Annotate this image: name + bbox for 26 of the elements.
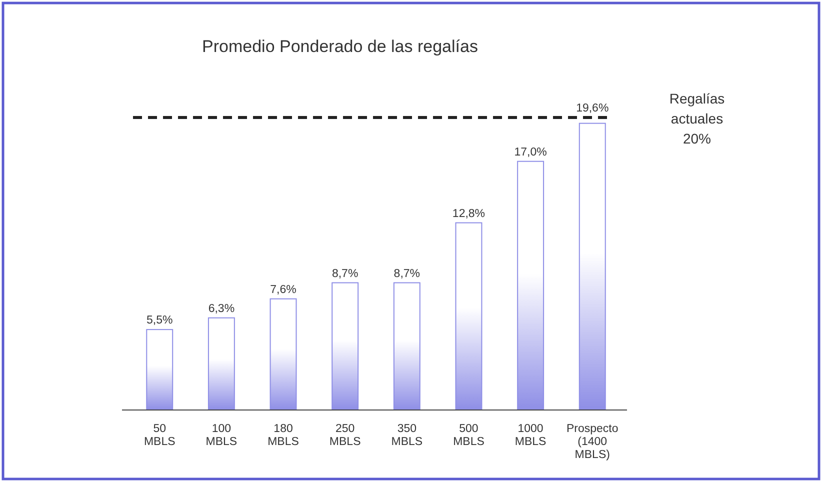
data-label: 6,3% (208, 302, 235, 315)
ref-line-label: Regalías actuales 20% (669, 90, 725, 146)
x-tick-label: 50 MBLS (144, 423, 176, 448)
x-tick-label: 250 MBLS (329, 423, 362, 448)
data-label: 17,0% (514, 146, 547, 158)
bar (578, 122, 606, 410)
data-label: 7,6% (270, 284, 296, 296)
bar (455, 222, 482, 410)
bar (270, 298, 297, 410)
x-tick-label: 350 MBLS (391, 423, 423, 448)
x-tick-label: 1000 MBLS (514, 423, 547, 448)
bar (146, 329, 174, 410)
bar (332, 282, 359, 410)
data-label: 8,7% (332, 268, 358, 280)
x-tick-label: 500 MBLS (453, 423, 485, 448)
x-tick-label: 100 MBLS (206, 423, 238, 448)
data-label: 19,6% (576, 102, 609, 114)
bar (393, 282, 420, 410)
data-label: 12,8% (452, 208, 486, 220)
bar (208, 317, 235, 410)
chart-title: Promedio Ponderado de las regalías (202, 37, 478, 56)
x-tick-label: Prospecto (1400 MBLS) (566, 423, 618, 461)
bar (517, 160, 544, 410)
data-label: 8,7% (394, 268, 420, 280)
data-label: 5,5% (146, 314, 173, 327)
x-tick-label: 180 MBLS (268, 423, 300, 448)
